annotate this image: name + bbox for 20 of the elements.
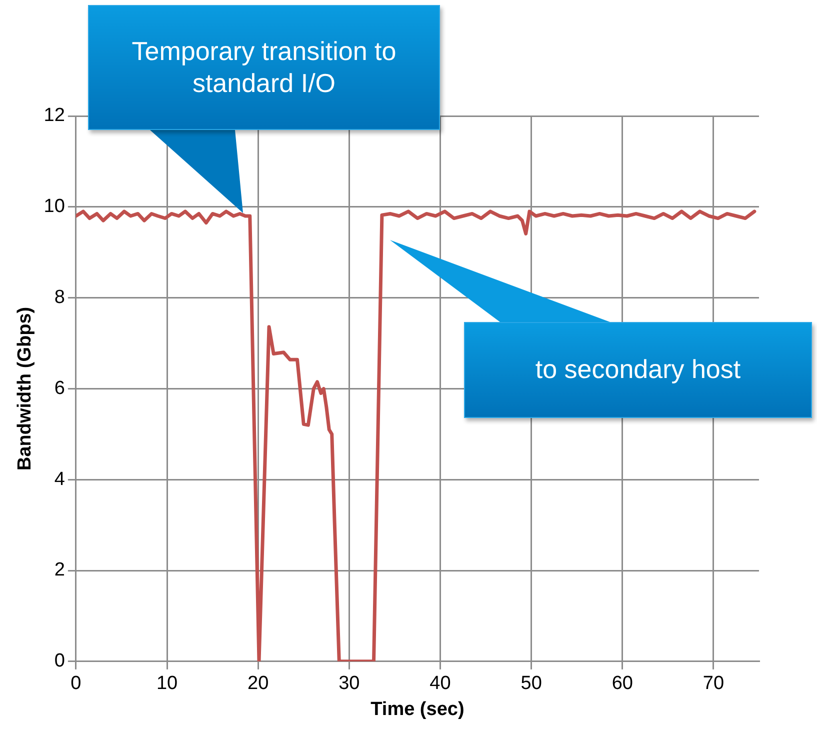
y-tick-label: 2 xyxy=(54,560,65,581)
x-tick-label: 0 xyxy=(70,673,82,694)
y-tick-label: 12 xyxy=(44,105,65,126)
x-tick-label: 70 xyxy=(702,673,724,694)
y-tick-label: 4 xyxy=(54,468,66,490)
x-tick-label: 40 xyxy=(430,673,451,694)
x-tick-label: 30 xyxy=(338,673,360,694)
x-axis-title: Time (sec) xyxy=(370,698,464,720)
y-tick-label: 8 xyxy=(54,287,65,308)
y-tick-label: 0 xyxy=(54,650,65,672)
x-tick-label: 20 xyxy=(248,673,269,694)
y-tick-label: 6 xyxy=(54,378,65,399)
annotation: to secondary host xyxy=(464,322,812,418)
x-tick-label: 50 xyxy=(520,673,542,694)
callout: Temporary transition to standard I/O xyxy=(88,5,440,213)
y-axis-title: Bandwidth (Gbps) xyxy=(14,306,36,470)
callout: to secondary host xyxy=(390,240,812,418)
x-tick-label: 60 xyxy=(612,673,633,694)
y-tick-label: 10 xyxy=(44,196,65,218)
x-tick-label: 10 xyxy=(156,673,178,694)
